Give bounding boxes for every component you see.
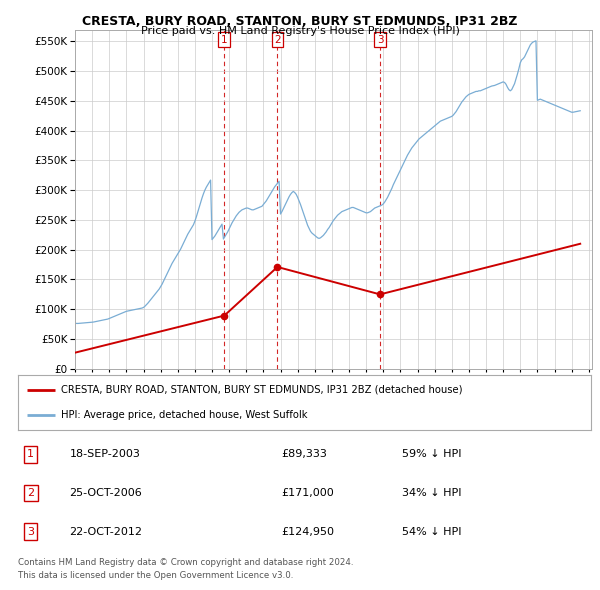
Text: This data is licensed under the Open Government Licence v3.0.: This data is licensed under the Open Gov… [18,571,293,580]
Text: 1: 1 [221,35,227,45]
Text: 59% ↓ HPI: 59% ↓ HPI [402,449,461,459]
Text: HPI: Average price, detached house, West Suffolk: HPI: Average price, detached house, West… [61,410,307,420]
Text: 54% ↓ HPI: 54% ↓ HPI [402,527,461,537]
Text: £124,950: £124,950 [281,527,335,537]
Text: Contains HM Land Registry data © Crown copyright and database right 2024.: Contains HM Land Registry data © Crown c… [18,558,353,566]
Text: 25-OCT-2006: 25-OCT-2006 [70,488,142,498]
Text: £171,000: £171,000 [281,488,334,498]
Text: Price paid vs. HM Land Registry's House Price Index (HPI): Price paid vs. HM Land Registry's House … [140,26,460,36]
Text: 22-OCT-2012: 22-OCT-2012 [70,527,143,537]
Text: 2: 2 [274,35,281,45]
Text: 18-SEP-2003: 18-SEP-2003 [70,449,140,459]
Text: 2: 2 [27,488,34,498]
Text: 3: 3 [27,527,34,537]
Text: £89,333: £89,333 [281,449,328,459]
Text: 34% ↓ HPI: 34% ↓ HPI [402,488,461,498]
Text: CRESTA, BURY ROAD, STANTON, BURY ST EDMUNDS, IP31 2BZ: CRESTA, BURY ROAD, STANTON, BURY ST EDMU… [82,15,518,28]
Text: 1: 1 [27,449,34,459]
Text: 3: 3 [377,35,383,45]
Text: CRESTA, BURY ROAD, STANTON, BURY ST EDMUNDS, IP31 2BZ (detached house): CRESTA, BURY ROAD, STANTON, BURY ST EDMU… [61,385,463,395]
